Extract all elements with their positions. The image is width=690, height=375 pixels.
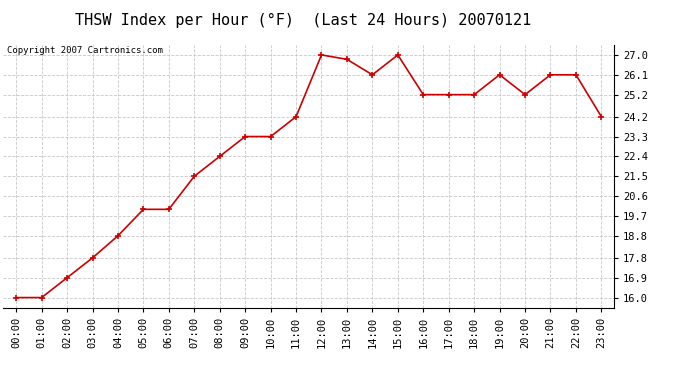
Text: THSW Index per Hour (°F)  (Last 24 Hours) 20070121: THSW Index per Hour (°F) (Last 24 Hours)… (75, 13, 532, 28)
Text: Copyright 2007 Cartronics.com: Copyright 2007 Cartronics.com (6, 46, 162, 56)
